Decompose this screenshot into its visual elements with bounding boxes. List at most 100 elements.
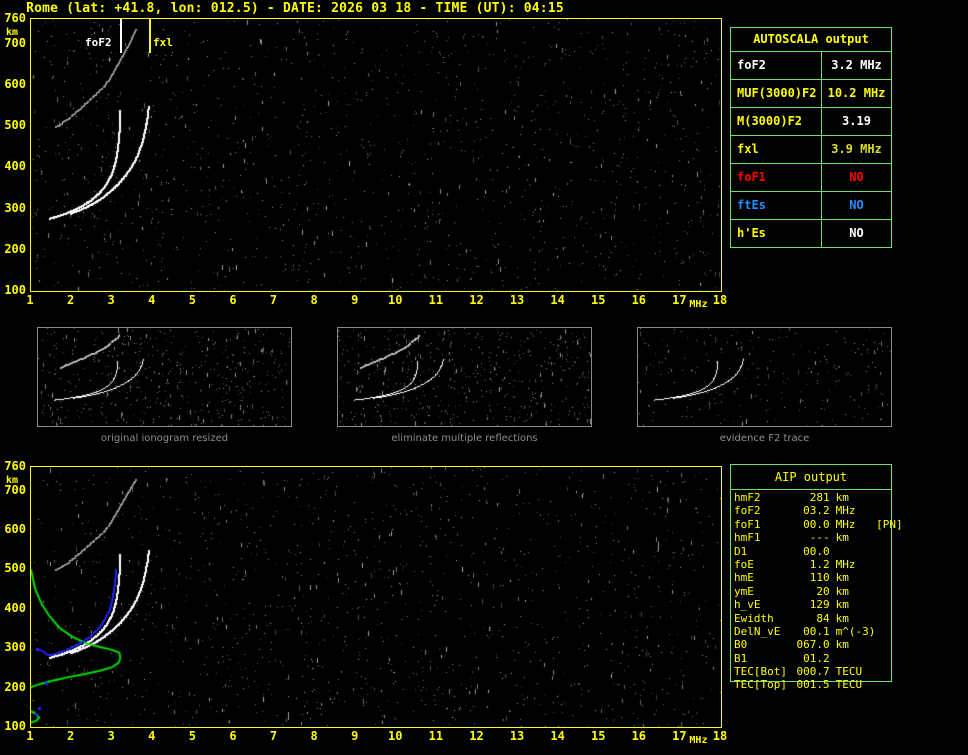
thumbnail-evidence-f2-trace[interactable] <box>637 327 892 427</box>
y-axis-tick-label: 760 <box>4 459 26 473</box>
aip-row-extra: [PN] <box>876 517 903 531</box>
y-axis-tick-label: 760 <box>4 11 26 25</box>
aip-row-unit: km <box>835 571 849 585</box>
autoscala-row-value: 3.2 MHz <box>831 58 882 72</box>
y-axis-tick-label: 400 <box>4 159 26 174</box>
aip-row-unit: MHz <box>835 557 856 571</box>
aip-row-value: 20 <box>816 584 830 598</box>
aip-row-value: 001.5 <box>796 678 830 692</box>
x-axis-tick-label: 11 <box>428 729 444 743</box>
aip-row: B0 067.0 km <box>734 638 909 651</box>
aip-row: hmE 110 km <box>734 571 909 584</box>
aip-row-key: Ewidth <box>734 611 774 625</box>
thumbnail-caption-eliminate: eliminate multiple reflections <box>391 433 538 444</box>
aip-row: foE 1.2 MHz <box>734 558 909 571</box>
autoscala-row-key: M(3000)F2 <box>731 108 822 135</box>
y-axis-unit-label: km <box>6 475 19 486</box>
aip-row-key: foF2 <box>734 504 761 518</box>
bottom-ionogram-plot[interactable] <box>30 466 722 728</box>
x-axis-tick-label: 1 <box>26 293 34 307</box>
aip-row-value: 01.2 <box>803 651 830 665</box>
autoscala-row-key: foF2 <box>731 52 822 79</box>
y-axis-tick-label: 700 <box>4 35 26 50</box>
aip-row-unit: m^(-3) <box>835 624 876 638</box>
aip-row-unit: km <box>835 611 849 625</box>
autoscala-row-value: NO <box>849 170 864 184</box>
x-axis-unit-label: MHz <box>689 299 708 310</box>
aip-row-extra <box>876 625 909 638</box>
x-axis-tick-label: 11 <box>428 293 444 307</box>
thumbnail-eliminate-multiple-reflections[interactable] <box>337 327 592 427</box>
aip-row-extra <box>876 545 909 558</box>
aip-row-key: B1 <box>734 651 748 665</box>
top-ionogram-plot[interactable]: foF2 fxl <box>30 18 722 292</box>
aip-row-extra <box>876 558 909 571</box>
y-axis-tick-label: 200 <box>4 241 26 256</box>
aip-row-extra <box>876 665 909 678</box>
aip-row: TEC[Bot] 000.7 TECU <box>734 665 909 678</box>
x-axis-tick-label: 12 <box>469 293 484 307</box>
x-axis-tick-label: 3 <box>107 729 115 743</box>
autoscala-row-value: NO <box>849 226 864 240</box>
x-axis-tick-label: 1 <box>26 729 34 743</box>
x-axis-tick-label: 18 <box>712 293 728 307</box>
x-axis-tick-label: 10 <box>388 729 403 743</box>
y-axis-tick-label: 500 <box>4 118 26 133</box>
aip-row-key: DelN_vE <box>734 624 781 638</box>
aip-row-extra <box>876 638 909 651</box>
fxl-marker-line <box>149 19 151 53</box>
aip-row-value: 00.0 <box>803 517 830 531</box>
aip-row-value: 000.7 <box>796 665 830 679</box>
aip-row-key: B0 <box>734 638 748 652</box>
x-axis-tick-label: 14 <box>550 293 565 307</box>
aip-row: hmF2 281 km <box>734 491 909 504</box>
aip-row-value: 129 <box>809 598 830 612</box>
autoscala-row-value: NO <box>849 198 864 212</box>
aip-row: D1 00.0 <box>734 545 909 558</box>
autoscala-row-key: foF1 <box>731 164 822 191</box>
aip-row-key: foF1 <box>734 517 761 531</box>
autoscala-row-value: 10.2 MHz <box>827 86 886 100</box>
aip-row-value: 03.2 <box>803 504 830 518</box>
x-axis-tick-label: 6 <box>229 293 237 307</box>
aip-row-extra <box>876 612 909 625</box>
autoscala-row-key: MUF(3000)F2 <box>731 80 822 107</box>
aip-row-key: TEC[Top] <box>734 678 787 692</box>
x-axis-tick-label: 15 <box>591 729 606 743</box>
aip-row: B1 01.2 <box>734 652 909 665</box>
y-axis-tick-label: 600 <box>4 522 26 537</box>
aip-row-value: --- <box>809 531 830 545</box>
aip-row-value: 281 <box>809 491 830 504</box>
fof2-marker-line <box>120 19 122 53</box>
aip-row-unit: MHz <box>835 504 856 518</box>
x-axis-tick-label: 10 <box>388 293 403 307</box>
x-axis-tick-label: 3 <box>107 293 115 307</box>
thumbnail-original-ionogram[interactable] <box>37 327 292 427</box>
autoscala-row-key: h'Es <box>731 220 822 247</box>
thumbnail-canvas-evidence <box>638 328 891 426</box>
y-axis-tick-label: 200 <box>4 679 26 694</box>
x-axis-tick-label: 7 <box>269 729 278 743</box>
aip-row-unit: km <box>835 638 849 652</box>
aip-row-unit: km <box>835 598 849 612</box>
thumbnail-caption-original: original ionogram resized <box>100 433 229 444</box>
aip-row-extra <box>876 504 909 517</box>
aip-row-extra <box>876 585 909 598</box>
autoscala-table-header: AUTOSCALA output <box>731 28 891 52</box>
aip-row: h_vE 129 km <box>734 598 909 611</box>
y-axis-tick-label: 100 <box>4 283 26 297</box>
x-axis-tick-label: 16 <box>631 729 647 743</box>
aip-row-value: 00.1 <box>803 624 830 638</box>
y-axis-tick-label: 400 <box>4 600 26 615</box>
aip-row-key: h_vE <box>734 598 761 612</box>
autoscala-row: ftEs NO <box>731 192 891 220</box>
x-axis-tick-label: 9 <box>351 729 359 743</box>
x-axis-tick-label: 5 <box>188 729 196 743</box>
autoscala-row-key: ftEs <box>731 192 822 219</box>
autoscala-row-key: fxl <box>731 136 822 163</box>
x-axis-tick-label: 16 <box>631 293 647 307</box>
aip-row-value: 1.2 <box>809 557 830 571</box>
autoscala-row: h'Es NO <box>731 220 891 247</box>
x-axis-unit-label: MHz <box>689 735 708 746</box>
autoscala-row: foF1 NO <box>731 164 891 192</box>
